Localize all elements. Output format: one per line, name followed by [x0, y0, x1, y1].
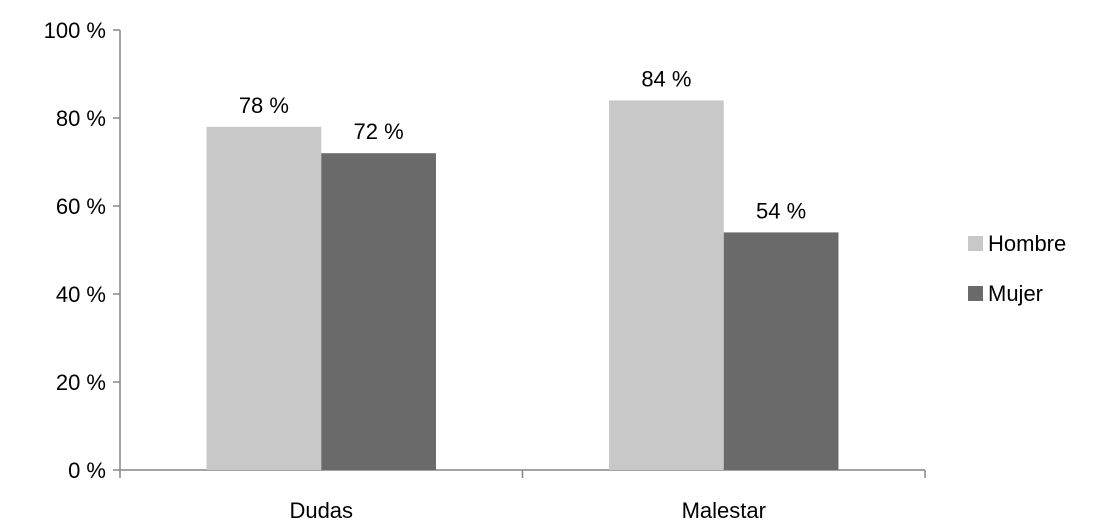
y-tick-label: 20 % — [56, 370, 106, 395]
data-label: 78 % — [239, 93, 289, 118]
legend-swatch — [968, 286, 983, 301]
y-tick-label: 60 % — [56, 194, 106, 219]
legend: Hombre Mujer — [968, 231, 1066, 306]
legend-label: Mujer — [988, 281, 1043, 306]
data-label: 54 % — [756, 198, 806, 223]
y-tick-label: 40 % — [56, 282, 106, 307]
bar-mujer — [321, 153, 436, 470]
data-label: 72 % — [354, 119, 404, 144]
y-tick-label: 80 % — [56, 106, 106, 131]
bar-mujer — [723, 232, 839, 470]
data-labels: 78 % 72 % 84 % 54 % — [239, 66, 806, 223]
x-category-label: Dudas — [289, 498, 353, 523]
bar-hombre — [206, 126, 322, 471]
axes: 0 % 20 % 40 % 60 % 80 % 100 % Dudas Malestar — [44, 18, 926, 523]
legend-swatch — [968, 236, 983, 251]
bar-hombre — [609, 100, 724, 471]
legend-label: Hombre — [988, 231, 1066, 256]
data-label: 84 % — [641, 66, 691, 91]
x-category-label: Malestar — [682, 498, 766, 523]
bars — [206, 100, 839, 471]
y-tick-label: 0 % — [68, 458, 106, 483]
y-tick-label: 100 % — [44, 18, 106, 43]
